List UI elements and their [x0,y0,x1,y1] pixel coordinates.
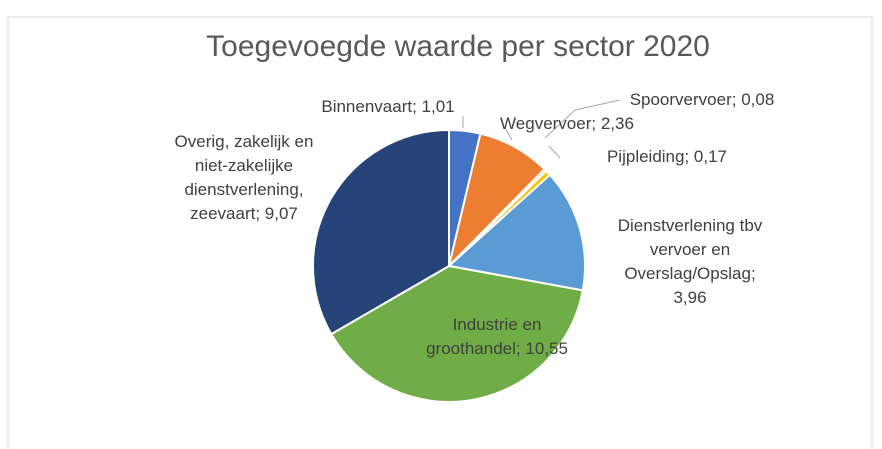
label-category: Overig, zakelijk en niet-zakelijke diens… [174,132,314,223]
pie-slice [312,128,450,336]
label-value: 0,17 [693,147,728,166]
leader-line [548,145,561,159]
chart-title: Toegevoegde waarde per sector 2020 [206,30,710,63]
label-value: 2,36 [600,114,634,133]
label-category: Wegvervoer [500,114,592,133]
leader-lines [462,99,621,159]
data-label: Overig, zakelijk en niet-zakelijke diens… [174,132,314,223]
label-category: Spoorvervoer [629,90,732,109]
data-label: Spoorvervoer; 0,08 [629,90,775,109]
label-value: 3,96 [673,288,707,307]
data-label: Binnenvaart; 1,01 [321,97,455,116]
data-label: Industrie en groothandel; 10,55 [426,315,568,358]
data-label: Dienstverlening tbv vervoer en Overslag/… [617,216,763,307]
pie-slice [446,173,586,292]
label-value: 9,07 [264,204,298,223]
leader-line [504,127,513,141]
data-label: Wegvervoer; 2,36 [500,114,634,133]
label-category: Industrie en groothandel [426,315,542,358]
label-category: Pijpleiding [606,147,685,166]
label-value: 1,01 [421,97,455,116]
label-value: 10,55 [525,339,568,358]
pie-slice [329,264,584,403]
label-category: Dienstverlening tbv vervoer en Overslag/… [617,216,763,283]
leader-line [544,99,621,139]
label-value: 0,08 [741,90,775,109]
label-category: Binnenvaart [321,97,413,116]
data-label: Pijpleiding; 0,17 [606,147,728,166]
